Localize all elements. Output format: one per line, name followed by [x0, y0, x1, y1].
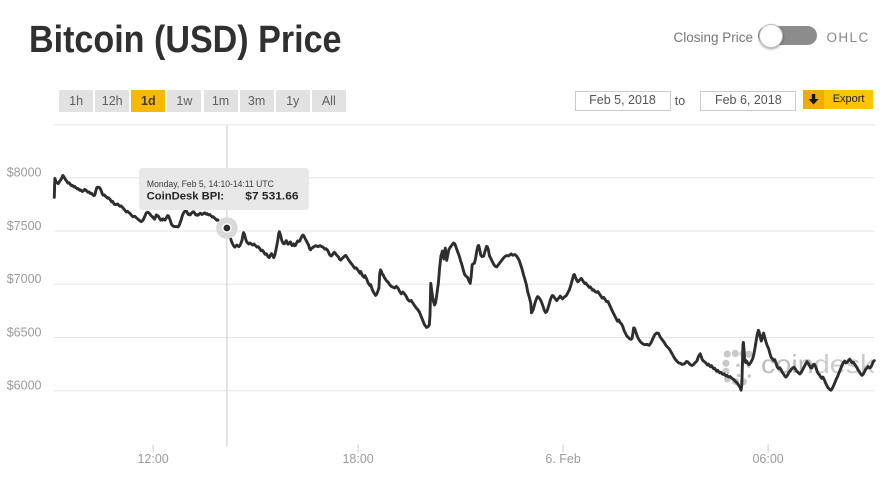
- svg-text:12:00: 12:00: [137, 452, 168, 466]
- svg-text:$7 531.66: $7 531.66: [245, 191, 298, 203]
- svg-text:$6500: $6500: [7, 325, 42, 339]
- svg-text:$6000: $6000: [7, 379, 42, 393]
- svg-text:Monday, Feb 5, 14:10-14:11 UTC: Monday, Feb 5, 14:10-14:11 UTC: [147, 179, 274, 190]
- svg-text:18:00: 18:00: [342, 452, 373, 466]
- svg-text:$8000: $8000: [7, 166, 42, 180]
- svg-text:$7000: $7000: [7, 272, 42, 286]
- svg-text:6. Feb: 6. Feb: [545, 452, 580, 466]
- svg-text:CoinDesk BPI:: CoinDesk BPI:: [147, 191, 225, 203]
- svg-text:06:00: 06:00: [752, 452, 783, 466]
- svg-text:$7500: $7500: [7, 219, 42, 233]
